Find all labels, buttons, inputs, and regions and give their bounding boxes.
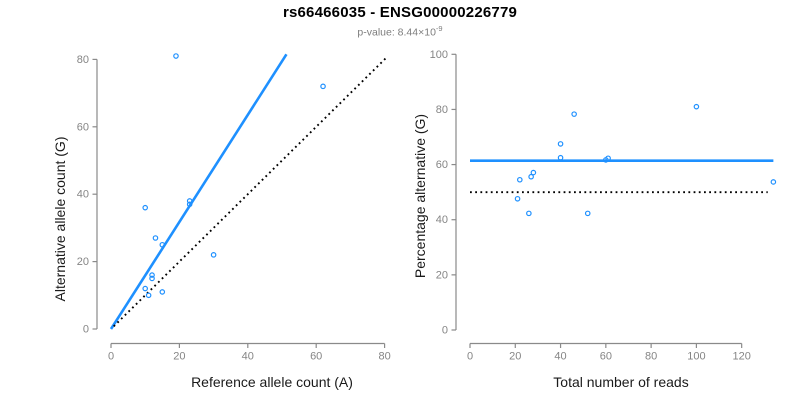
data-point [159,241,166,248]
x-tick-label: 80 [378,351,390,363]
figure-title: rs66466035 - ENSG00000226779 [282,4,518,21]
data-point [152,235,159,241]
x-tick-label: 60 [600,351,612,363]
y-tick-label: 20 [77,256,89,268]
data-point [770,179,777,185]
y-tick-label: 80 [77,54,89,66]
pvalue-label: p-value: [357,26,398,39]
fit-line [109,53,288,330]
identity-line [113,57,387,327]
data-point [530,169,537,176]
figure-header: rs66466035 - ENSG00000226779 p-value: 8.… [0,0,800,39]
data-point [526,210,532,217]
figure-subtitle: p-value: 8.44×10-9 [0,24,800,39]
x-tick-label: 40 [554,351,566,363]
x-tick-label: 40 [242,351,254,363]
data-point [320,83,326,90]
x-tick-label: 0 [108,351,114,363]
data-point [149,275,155,282]
x-tick-label: 20 [173,351,185,363]
data-point [517,176,523,183]
data-point [528,173,534,180]
data-point [149,272,155,278]
left-scatter-plot: 0 20 40 60 80 0 20 40 60 80 Reference allele count… [52,53,391,390]
data-point [142,285,149,292]
y-tick-label: 0 [83,324,89,336]
y-axis-title: Percentage alternative (G) [412,114,428,278]
right-scatter-plot: 0 20 40 60 80 100 120 0 20 40 60 80 100 Total number … [412,49,777,390]
data-point [210,252,217,258]
x-tick-label: 0 [467,351,473,363]
x-tick-label: 20 [509,351,521,363]
y-tick-label: 60 [436,159,448,171]
y-tick-label: 0 [442,325,448,337]
y-tick-label: 80 [436,104,448,116]
x-tick-label: 60 [310,351,322,363]
x-tick-label: 100 [687,351,705,363]
pvalue-mantissa: 8.44×10 [397,26,436,39]
data-point [571,111,577,117]
data-point [514,195,521,202]
data-point [186,198,193,204]
data-point [173,53,179,59]
data-point [145,292,152,299]
y-tick-label: 100 [430,49,448,61]
y-tick-label: 60 [77,121,89,133]
y-tick-label: 40 [77,189,89,201]
data-point [584,210,591,217]
y-axis-title: Alternative allele count (G) [52,137,68,302]
data-point [142,204,149,211]
x-tick-label: 120 [733,351,751,363]
pvalue-exponent: -9 [435,24,443,33]
data-point [693,103,700,110]
data-point [186,201,193,208]
data-point [603,157,609,163]
data-point [557,141,564,147]
x-tick-label: 80 [645,351,657,363]
y-tick-label: 40 [436,214,448,226]
y-tick-label: 20 [436,269,448,281]
x-axis-title: Total number of reads [553,374,688,390]
data-point [159,289,166,295]
data-point [557,154,564,161]
x-axis-title: Reference allele count (A) [191,374,353,390]
